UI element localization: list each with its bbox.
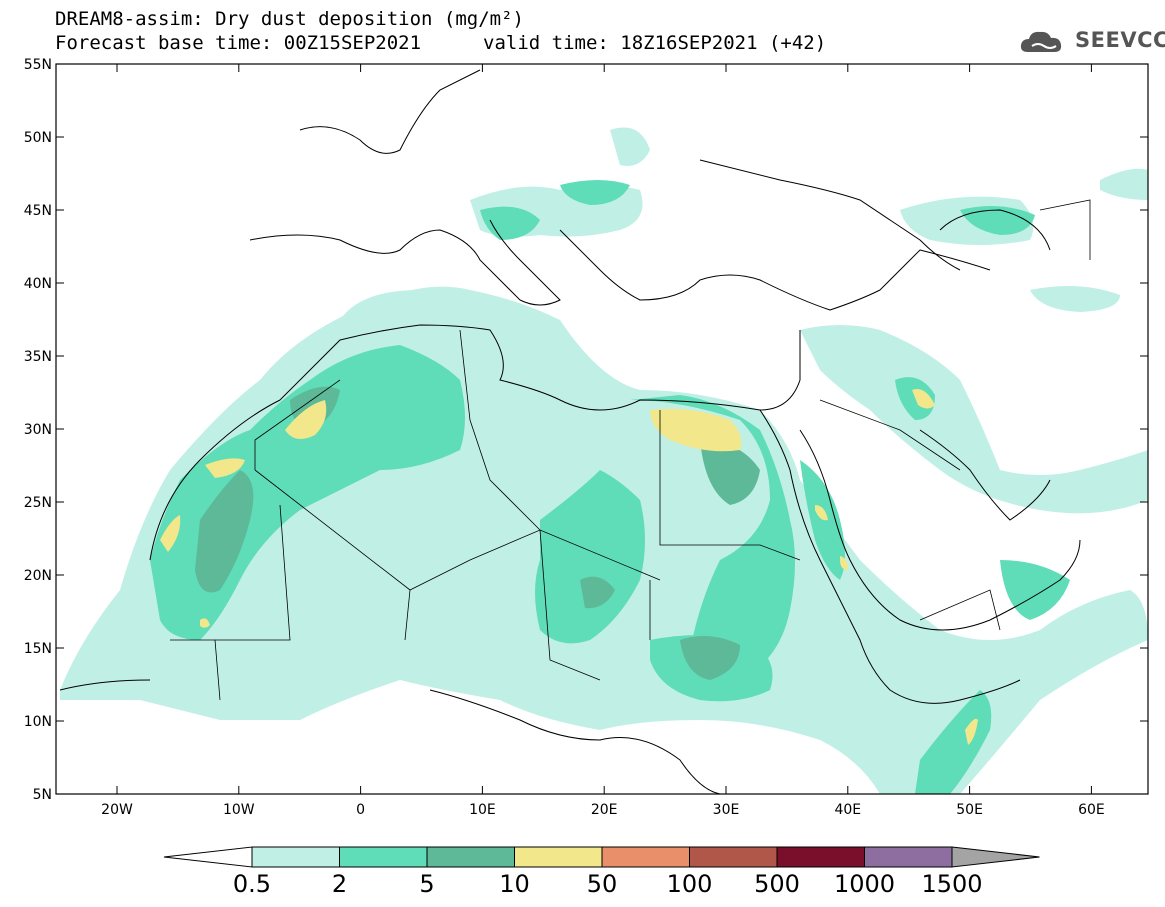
colorbar-level-label: 500: [754, 870, 800, 898]
colorbar-level-label: 10: [499, 870, 530, 898]
lon-label: 20W: [101, 802, 133, 818]
lon-label: 50E: [956, 802, 983, 818]
colorbar-swatch: [252, 847, 340, 867]
lat-label: 30N: [24, 422, 52, 438]
lat-label: 15N: [24, 641, 52, 657]
colorbar-level-label: 0.5: [233, 870, 271, 898]
lat-label: 45N: [24, 203, 52, 219]
colorbar-level-label: 2: [332, 870, 347, 898]
colorbar-level-label: 1500: [921, 870, 982, 898]
colorbar-level-label: 50: [587, 870, 618, 898]
colorbar-swatch: [602, 847, 690, 867]
lat-label: 5N: [33, 787, 52, 803]
colorbar-swatch: [690, 847, 778, 867]
colorbar-level-label: 1000: [834, 870, 895, 898]
lat-label: 20N: [24, 568, 52, 584]
lon-label: 0: [356, 802, 365, 818]
lat-label: 35N: [24, 349, 52, 365]
colorbar-high-arrow: [952, 847, 1040, 867]
colorbar-swatch: [340, 847, 428, 867]
lon-label: 30E: [713, 802, 740, 818]
colorbar-swatch: [427, 847, 515, 867]
colorbar-level-label: 5: [419, 870, 434, 898]
lon-label: 10E: [469, 802, 496, 818]
colorbar-low-arrow: [164, 847, 252, 867]
lat-label: 55N: [24, 57, 52, 73]
colorbar: 0.5 2 5 10 50 100 500 1000 1500: [164, 847, 1040, 898]
colorbar-swatch: [515, 847, 603, 867]
lat-label: 50N: [24, 130, 52, 146]
deposition-fields: [60, 128, 1148, 795]
lon-label: 20E: [591, 802, 618, 818]
lon-label: 40E: [834, 802, 861, 818]
lon-label: 60E: [1078, 802, 1105, 818]
colorbar-swatch: [865, 847, 953, 867]
lon-label: 10W: [223, 802, 255, 818]
lat-label: 40N: [24, 276, 52, 292]
colorbar-level-label: 100: [667, 870, 713, 898]
lat-label: 25N: [24, 495, 52, 511]
lat-label: 10N: [24, 714, 52, 730]
colorbar-swatch: [777, 847, 865, 867]
